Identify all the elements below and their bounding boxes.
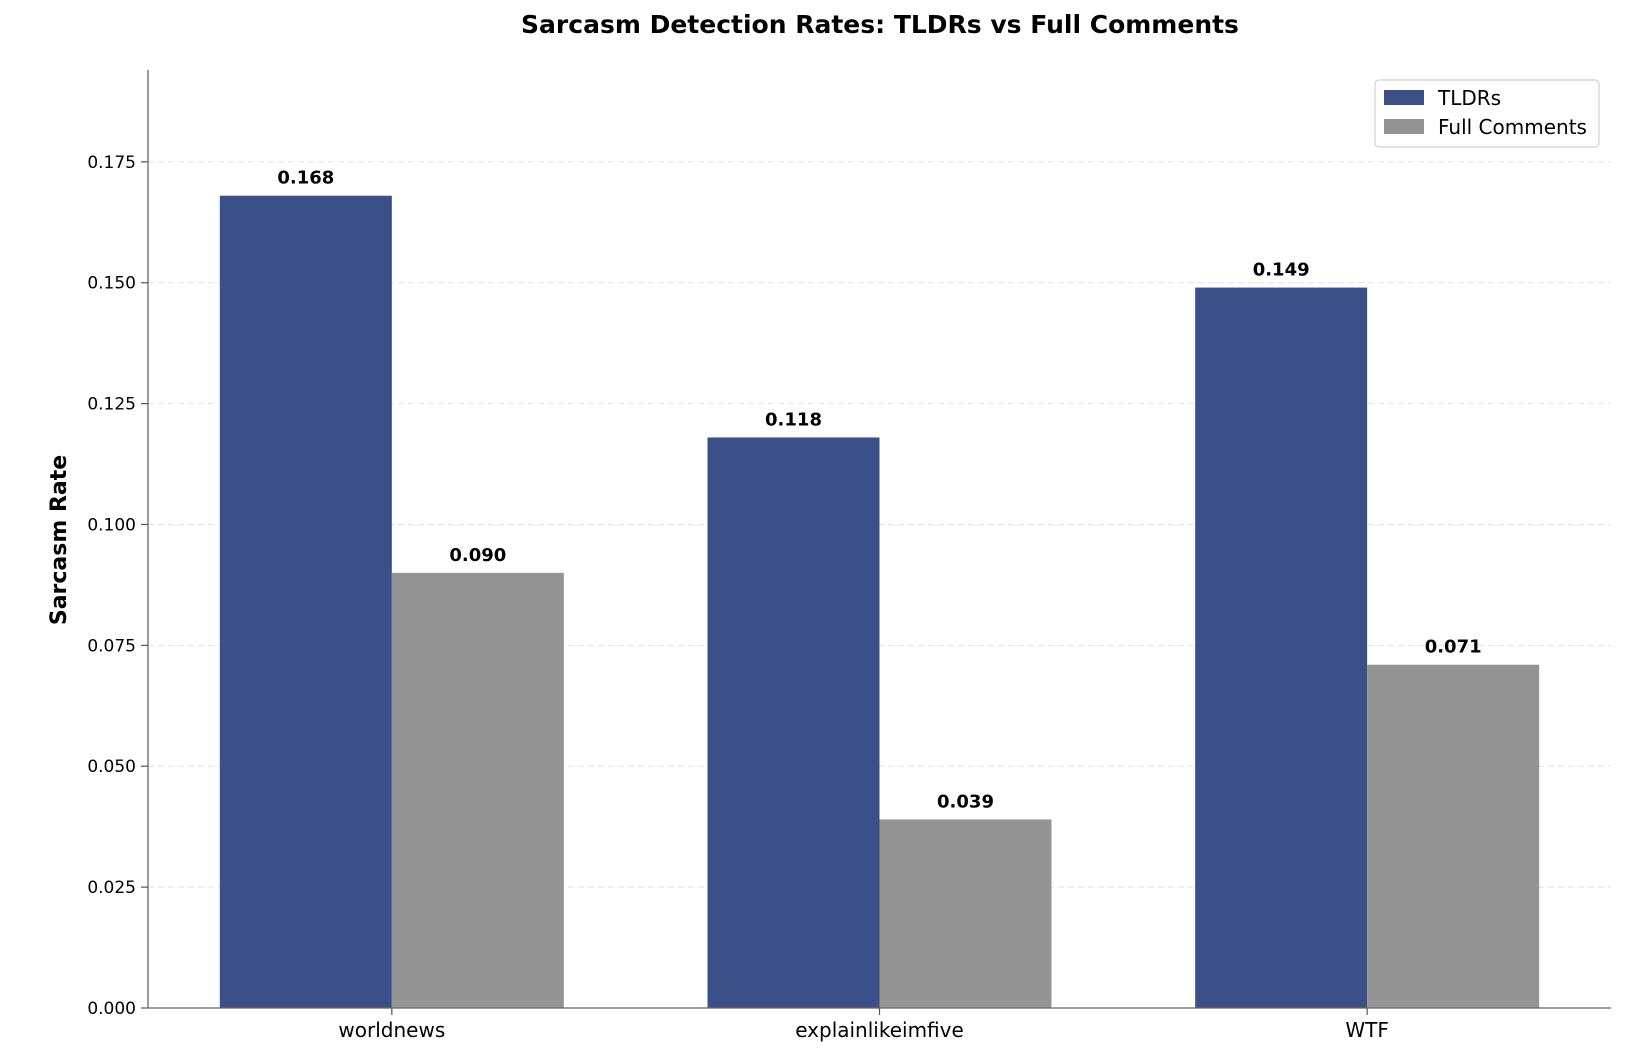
- y-axis-label: Sarcasm Rate: [47, 455, 72, 625]
- bar-tldrs-explainlikeimfive: [707, 437, 880, 1008]
- x-category-label: worldnews: [338, 1018, 445, 1042]
- x-category-label: explainlikeimfive: [795, 1018, 964, 1042]
- legend-label: Full Comments: [1438, 115, 1587, 139]
- bar-tldrs-worldnews: [219, 195, 392, 1009]
- bar-tldrs-wtf: [1195, 287, 1368, 1008]
- y-tick-label: 0.075: [87, 636, 136, 656]
- x-category-label: WTF: [1345, 1018, 1389, 1042]
- legend-swatch: [1384, 90, 1424, 105]
- bar-value-label: 0.118: [765, 409, 822, 430]
- bar-full-comments-explainlikeimfive: [879, 819, 1052, 1008]
- legend: TLDRs Full Comments: [1374, 79, 1600, 148]
- y-tick-label: 0.000: [87, 999, 136, 1019]
- legend-swatch: [1384, 119, 1424, 134]
- x-ticks: worldnews explainlikeimfive WTF: [338, 1008, 1389, 1042]
- legend-label: TLDRs: [1437, 86, 1501, 110]
- y-tick-label: 0.050: [87, 757, 136, 777]
- bars: [219, 195, 1540, 1009]
- y-tick-label: 0.025: [87, 878, 136, 898]
- y-tick-label: 0.175: [87, 153, 136, 173]
- bar-value-label: 0.039: [937, 791, 994, 812]
- legend-box: [1374, 79, 1600, 148]
- bar-value-label: 0.071: [1425, 637, 1482, 658]
- bar-full-comments-worldnews: [391, 572, 564, 1008]
- bar-value-label: 0.149: [1253, 260, 1310, 281]
- bar-value-label: 0.168: [277, 168, 334, 189]
- bar-full-comments-wtf: [1367, 664, 1540, 1008]
- y-tick-label: 0.125: [87, 395, 136, 415]
- y-tick-label: 0.100: [87, 515, 136, 535]
- y-ticks: 0.000 0.025 0.050 0.075 0.100 0.125 0.150 0.175: [87, 153, 148, 1019]
- value-labels: 0.168 0.118 0.149 0.090 0.039 0.071: [277, 168, 1481, 813]
- chart-title: Sarcasm Detection Rates: TLDRs vs Full C…: [521, 10, 1239, 39]
- bar-value-label: 0.090: [449, 545, 506, 566]
- y-tick-label: 0.150: [87, 274, 136, 294]
